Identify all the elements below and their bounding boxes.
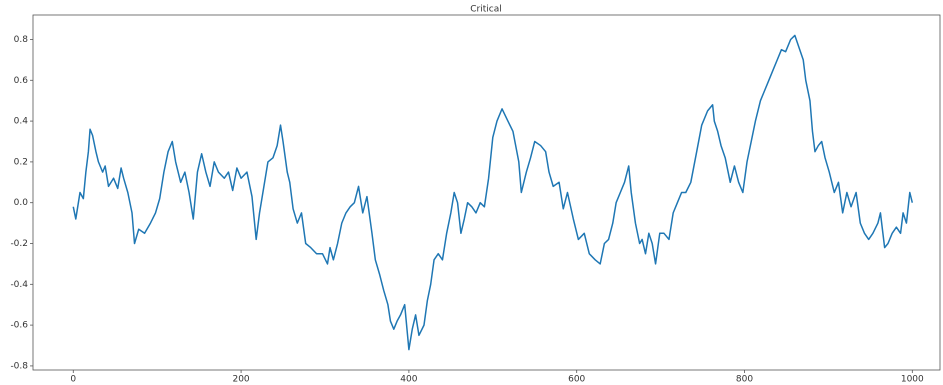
y-tick-label: -0.4 [10, 280, 28, 290]
chart-title: Critical [470, 5, 501, 15]
y-tick-label: 0.6 [14, 76, 29, 86]
y-tick-label: -0.2 [10, 239, 28, 249]
x-tick-label: 400 [400, 375, 417, 385]
y-tick-label: -0.6 [10, 321, 28, 331]
x-tick-label: 600 [568, 375, 585, 385]
x-tick-label: 800 [736, 375, 753, 385]
y-tick-label: 0.8 [14, 35, 29, 45]
y-tick-label: 0.4 [14, 117, 29, 127]
data-line [72, 34, 914, 351]
y-tick-label: 0.2 [14, 157, 28, 167]
y-tick-label: 0.0 [14, 198, 29, 208]
x-tick-label: 200 [232, 375, 249, 385]
y-tick-label: -0.8 [10, 361, 28, 371]
x-tick-label: 0 [70, 375, 76, 385]
plot-frame [32, 14, 941, 371]
x-tick-label: 1000 [901, 375, 924, 385]
